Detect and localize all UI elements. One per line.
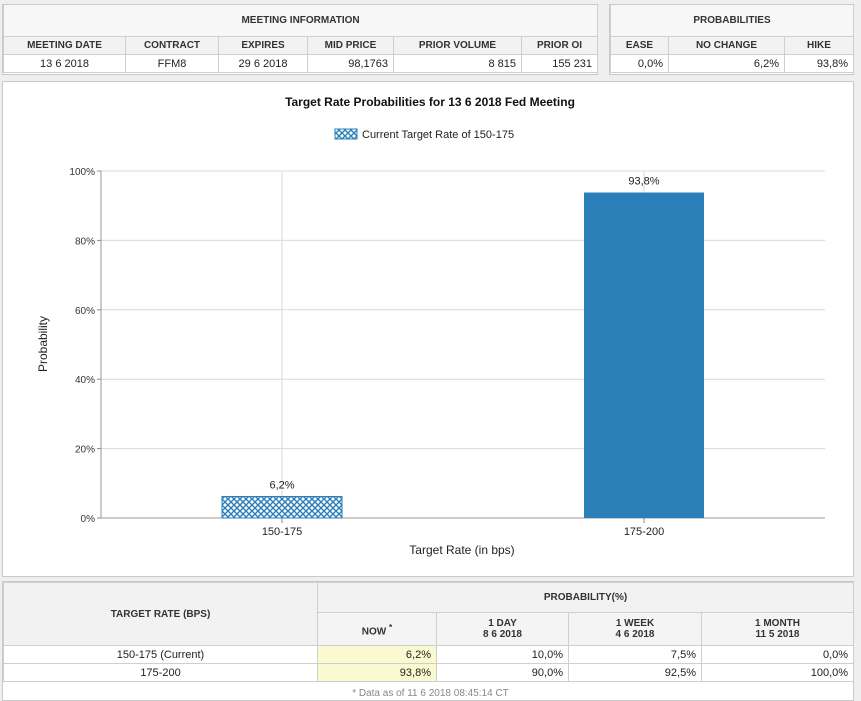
meeting-info-title: MEETING INFORMATION [2,5,599,37]
x-tick-label: 175-200 [624,526,664,538]
prior-volume-value: 8 815 [393,54,522,73]
now-marker: * [388,621,393,632]
now-header: NOW * [317,612,437,646]
one-week-cell: 92,5% [568,663,702,682]
now-header-label: NOW [361,625,387,637]
bar-150-175[interactable] [221,495,343,519]
table-row: 175-200 93,8% 90,0% 92,5% 100,0% [3,663,855,682]
chart: Target Rate Probabilities for 13 6 2018 … [36,95,825,557]
no-change-value: 6,2% [668,54,785,73]
probabilities-panel: PROBABILITIES EASE NO CHANGE HIKE 0,0% 6… [609,4,855,75]
one-day-header: 1 DAY 8 6 2018 [436,612,569,646]
legend-swatch [334,128,358,140]
y-tick-label: 0% [81,514,96,525]
table-row: 150-175 (Current) 6,2% 10,0% 7,5% 0,0% [3,645,855,664]
mid-price-value: 98,1763 [307,54,394,73]
bar-175-200[interactable] [584,192,704,518]
col-meeting-date: MEETING DATE [3,36,126,55]
one-day-date: 8 6 2018 [483,629,522,641]
y-tick-label: 20% [75,445,95,456]
hike-value: 93,8% [783,54,855,73]
probabilities-title: PROBABILITIES [609,5,855,37]
one-month-label: 1 MONTH [755,618,801,630]
one-week-label: 1 WEEK [615,618,655,630]
meeting-info-panel: MEETING INFORMATION MEETING DATE CONTRAC… [2,4,599,75]
probabilities-table: PROBABILITIES EASE NO CHANGE HIKE 0,0% 6… [609,5,855,73]
col-prior-volume: PRIOR VOLUME [393,36,522,55]
col-no-change: NO CHANGE [668,36,785,55]
bar-value-label: 93,8% [628,176,659,188]
x-tick-label: 150-175 [262,526,302,538]
table-row: 0,0% 6,2% 93,8% [610,54,855,73]
col-contract: CONTRACT [125,36,219,55]
plot-area [101,171,825,518]
one-month-cell: 100,0% [700,663,855,682]
meeting-date-value: 13 6 2018 [3,54,126,73]
y-tick-label: 100% [69,167,95,178]
prior-oi-value: 155 231 [520,54,599,73]
contract-value: FFM8 [125,54,219,73]
probability-table-panel: TARGET RATE (BPS) PROBABILITY(%) NOW * 1… [2,581,855,701]
one-month-header: 1 MONTH 11 5 2018 [700,612,855,646]
rate-cell: 175-200 [3,663,318,682]
probability-table: TARGET RATE (BPS) PROBABILITY(%) NOW * 1… [3,581,855,682]
bar-value-label: 6,2% [269,479,294,491]
now-cell: 93,8% [317,663,437,682]
one-week-cell: 7,5% [568,645,702,664]
col-prior-oi: PRIOR OI [520,36,599,55]
chart-panel: Target Rate Probabilities for 13 6 2018 … [2,81,854,577]
col-expires: EXPIRES [218,36,308,55]
one-week-date: 4 6 2018 [615,629,655,641]
rate-cell: 150-175 (Current) [3,645,318,664]
one-day-cell: 90,0% [436,663,569,682]
target-rate-header: TARGET RATE (BPS) [3,582,318,646]
now-cell: 6,2% [317,645,437,664]
one-month-cell: 0,0% [700,645,855,664]
y-tick-label: 80% [75,236,95,247]
meeting-info-table: MEETING INFORMATION MEETING DATE CONTRAC… [2,5,599,73]
y-tick-label: 40% [75,375,95,386]
one-week-header: 1 WEEK 4 6 2018 [568,612,702,646]
col-hike: HIKE [783,36,855,55]
y-axis-label: Probability [36,316,50,372]
data-timestamp-footnote: * Data as of 11 6 2018 08:45:14 CT [352,688,509,699]
table-row: 13 6 2018 FFM8 29 6 2018 98,1763 8 815 1… [3,54,599,73]
col-mid-price: MID PRICE [307,36,394,55]
one-day-label: 1 DAY [488,618,517,630]
one-day-cell: 10,0% [436,645,569,664]
y-tick-label: 60% [75,306,95,317]
expires-value: 29 6 2018 [218,54,308,73]
x-axis-label: Target Rate (in bps) [409,543,514,557]
legend-label: Current Target Rate of 150-175 [362,129,514,141]
one-month-date: 11 5 2018 [755,629,800,641]
col-ease: EASE [610,36,669,55]
chart-title: Target Rate Probabilities for 13 6 2018 … [285,95,575,109]
chart-legend[interactable]: Current Target Rate of 150-175 [334,128,514,141]
probability-group-header: PROBABILITY(%) [316,581,855,614]
ease-value: 0,0% [610,54,669,73]
